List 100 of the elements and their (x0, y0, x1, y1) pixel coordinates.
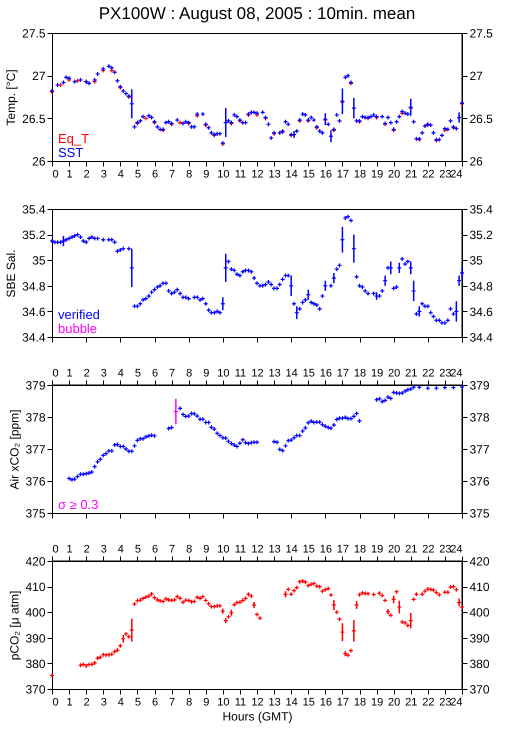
x2-tick-label: 0 (52, 696, 59, 708)
x2-tick-label: 2 (84, 696, 90, 708)
x2-tick-label: 4 (118, 368, 124, 380)
y-tick-label: 370 (25, 682, 46, 696)
x-tick-label: 10 (217, 544, 230, 556)
y-tick-label: 400 (25, 606, 46, 620)
y2-tick-label: 390 (470, 631, 490, 646)
y-tick-label: 376 (25, 474, 46, 488)
x2-tick-label: 17 (336, 696, 350, 708)
x2-tick-label: 14 (286, 368, 298, 380)
y-tick-label: 379 (25, 378, 46, 392)
x-tick-label: 23 (439, 168, 452, 180)
x-tick-label: 18 (354, 168, 366, 180)
y2-tick-label: 27 (470, 69, 484, 84)
x-tick-label: 14 (286, 544, 298, 556)
x-tick-label: 4 (118, 168, 124, 180)
x-tick-label: 12 (251, 168, 264, 180)
y2-tick-label: 379 (470, 378, 490, 392)
x2-tick-label: 16 (320, 368, 332, 380)
x-tick-label: 7 (169, 544, 176, 556)
text: Eq_T (58, 131, 90, 146)
x-tick-label: 12 (251, 544, 264, 556)
y-tick-label: 34.6 (22, 304, 46, 319)
x2-tick-label: 8 (186, 696, 192, 708)
x-tick-label: 0 (52, 168, 59, 180)
y-tick-label: 26.5 (22, 112, 46, 126)
x-tick-label: 6 (152, 168, 158, 180)
x-tick-label: 16 (320, 168, 332, 180)
x-tick-label: 9 (203, 168, 210, 180)
x2-tick-label: 6 (152, 368, 158, 380)
y2-tick-label: 35 (470, 254, 484, 268)
y-tick-label: 34.4 (22, 330, 46, 344)
y-tick-label: 27 (32, 69, 46, 84)
x2-tick-label: 2 (84, 368, 90, 380)
x-tick-label: 15 (302, 544, 315, 556)
x2-tick-label: 3 (100, 696, 107, 708)
x-tick-label: 13 (268, 544, 281, 556)
x-tick-label: 9 (203, 544, 210, 556)
x2-tick-label: 7 (169, 696, 176, 708)
x2-tick-label: 11 (234, 368, 246, 380)
x2-tick-label: 24 (450, 368, 462, 380)
x-tick-label: 2 (84, 544, 90, 556)
x2-tick-label: 20 (388, 368, 400, 380)
x-tick-label: 1 (66, 544, 73, 556)
y-tick-label: 34.8 (22, 279, 46, 294)
x2-tick-label: 5 (134, 368, 141, 380)
legend-label: bubble (58, 321, 98, 336)
x2-tick-label: 19 (370, 368, 384, 380)
x2-tick-label: 19 (370, 696, 384, 708)
x2-tick-label: 14 (286, 696, 298, 708)
x2-tick-label: 18 (354, 696, 366, 708)
x2-tick-label: 20 (388, 696, 400, 708)
x-tick-label: 18 (354, 544, 366, 556)
x-tick-label: 14 (286, 168, 298, 180)
x2-tick-label: 22 (422, 368, 434, 380)
y2-tick-label: 370 (470, 682, 490, 696)
y2-tick-label: 380 (470, 656, 490, 671)
x-tick-label: 21 (405, 168, 418, 180)
y-tick-label: 410 (25, 580, 46, 594)
y-tick-label: 35.2 (22, 228, 46, 242)
x-tick-label: 3 (100, 544, 107, 556)
x-tick-label: 7 (169, 168, 176, 180)
x2-tick-label: 9 (203, 368, 210, 380)
x2-tick-label: 24 (450, 696, 462, 708)
y2-tick-label: 377 (470, 442, 490, 456)
y2-tick-label: 410 (470, 580, 490, 594)
x-tick-label: 5 (134, 544, 141, 556)
x2-tick-label: 23 (439, 368, 452, 380)
y2-tick-label: 400 (470, 606, 490, 620)
x-tick-label: 11 (234, 544, 246, 556)
y-tick-label: 35 (32, 254, 46, 268)
x2-tick-label: 12 (251, 368, 264, 380)
x2-tick-label: 11 (234, 696, 246, 708)
y-axis-title: Air xCO₂ [ppm] (7, 409, 22, 490)
x2-tick-label: 22 (422, 696, 434, 708)
x-tick-label: 16 (320, 544, 332, 556)
x2-tick-label: 5 (134, 696, 141, 708)
y-axis-title: SBE Sal. (4, 249, 18, 298)
y2-tick-label: 378 (470, 410, 490, 424)
y2-tick-label: 34.8 (470, 279, 494, 294)
text: verified (58, 307, 100, 322)
x-tick-label: 8 (186, 168, 192, 180)
x-tick-label: 20 (388, 544, 400, 556)
x-tick-label: 24 (450, 168, 462, 180)
x2-tick-label: 7 (169, 368, 176, 380)
y-tick-label: 375 (25, 506, 46, 520)
x-tick-label: 6 (152, 544, 158, 556)
x-tick-label: 23 (439, 544, 452, 556)
y-axis-title: Temp. [°C] (4, 69, 18, 126)
x-tick-label: 19 (370, 168, 384, 180)
y-tick-label: 377 (25, 442, 46, 456)
x2-tick-label: 10 (217, 696, 230, 708)
x2-tick-label: 1 (66, 696, 73, 708)
x2-tick-label: 3 (100, 368, 107, 380)
x-tick-label: 13 (268, 168, 281, 180)
x-tick-label: 22 (422, 168, 434, 180)
x2-tick-label: 17 (336, 368, 350, 380)
x-tick-label: 3 (100, 168, 107, 180)
x-tick-label: 1 (66, 168, 73, 180)
y-axis-title: pCO₂ [μ atm] (7, 590, 22, 660)
